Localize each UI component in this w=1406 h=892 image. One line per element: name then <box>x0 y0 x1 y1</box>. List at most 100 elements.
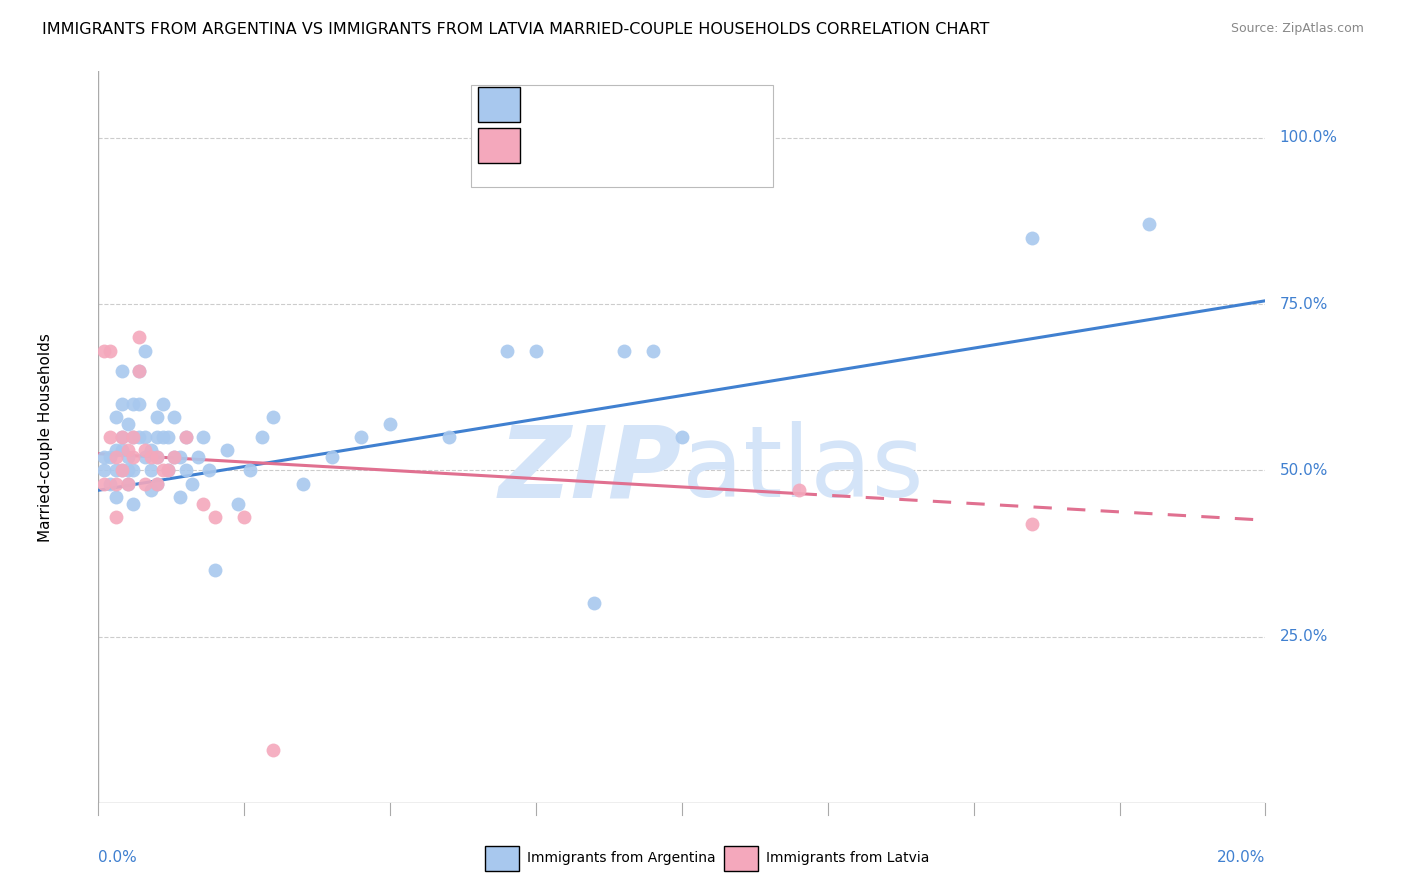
Point <box>291 476 314 491</box>
Point <box>111 363 134 377</box>
Point <box>128 430 150 444</box>
Point <box>641 343 664 358</box>
Point <box>104 476 127 491</box>
Point <box>671 430 693 444</box>
Point <box>134 430 156 444</box>
Point <box>169 450 191 464</box>
Point <box>180 476 202 491</box>
Point <box>1021 516 1043 531</box>
Point <box>134 443 156 458</box>
Point <box>152 430 174 444</box>
Text: 50.0%: 50.0% <box>1279 463 1327 478</box>
Point <box>1021 230 1043 244</box>
Point <box>98 343 121 358</box>
Point <box>93 343 115 358</box>
Point <box>134 450 156 464</box>
Point <box>111 430 134 444</box>
Point <box>111 397 134 411</box>
Text: IMMIGRANTS FROM ARGENTINA VS IMMIGRANTS FROM LATVIA MARRIED-COUPLE HOUSEHOLDS CO: IMMIGRANTS FROM ARGENTINA VS IMMIGRANTS … <box>42 22 990 37</box>
Point <box>117 450 139 464</box>
Point <box>139 450 162 464</box>
Point <box>122 450 145 464</box>
Text: atlas: atlas <box>682 422 924 518</box>
Text: ZIP: ZIP <box>499 422 682 518</box>
Point <box>134 476 156 491</box>
Point <box>98 476 121 491</box>
Point <box>169 490 191 504</box>
Text: 0.0%: 0.0% <box>98 850 138 865</box>
Point <box>111 463 134 477</box>
Point <box>122 497 145 511</box>
Point <box>128 363 150 377</box>
Point <box>93 476 115 491</box>
Point <box>146 410 169 425</box>
Point <box>104 443 127 458</box>
Point <box>187 450 209 464</box>
Point <box>193 430 215 444</box>
Point <box>128 397 150 411</box>
Point <box>262 410 284 425</box>
Text: Immigrants from Latvia: Immigrants from Latvia <box>766 851 929 865</box>
Point <box>98 450 121 464</box>
Point <box>104 490 127 504</box>
Point <box>139 463 162 477</box>
Point <box>233 509 256 524</box>
Point <box>117 417 139 431</box>
Point <box>250 430 273 444</box>
Point <box>152 397 174 411</box>
Point <box>104 509 127 524</box>
Point <box>93 450 115 464</box>
Point <box>157 430 180 444</box>
Point <box>437 430 460 444</box>
Point <box>139 483 162 498</box>
Point <box>111 443 134 458</box>
Point <box>612 343 634 358</box>
Point <box>321 450 343 464</box>
Point <box>117 476 139 491</box>
Text: R =  0.342   N = 67: R = 0.342 N = 67 <box>529 95 690 113</box>
Text: Source: ZipAtlas.com: Source: ZipAtlas.com <box>1230 22 1364 36</box>
Point <box>122 430 145 444</box>
Point <box>111 463 134 477</box>
Point <box>122 397 145 411</box>
Point <box>122 430 145 444</box>
Point <box>174 430 197 444</box>
Point <box>198 463 221 477</box>
Point <box>146 476 169 491</box>
Text: 20.0%: 20.0% <box>1218 850 1265 865</box>
Point <box>174 463 197 477</box>
Point <box>117 476 139 491</box>
Point <box>583 596 606 610</box>
Point <box>496 343 519 358</box>
Point <box>228 497 250 511</box>
Point <box>163 450 186 464</box>
Point <box>163 410 186 425</box>
Text: Immigrants from Argentina: Immigrants from Argentina <box>527 851 716 865</box>
Point <box>93 463 115 477</box>
Text: 100.0%: 100.0% <box>1279 130 1337 145</box>
Point <box>157 463 180 477</box>
Point <box>139 443 162 458</box>
Point <box>262 742 284 756</box>
Point <box>117 443 139 458</box>
Point <box>157 463 180 477</box>
Point <box>104 450 127 464</box>
Point <box>787 483 810 498</box>
Text: 75.0%: 75.0% <box>1279 297 1327 311</box>
Point <box>111 430 134 444</box>
Point <box>146 450 169 464</box>
Point <box>204 563 226 577</box>
Text: 25.0%: 25.0% <box>1279 629 1327 644</box>
Point <box>215 443 238 458</box>
Point <box>239 463 262 477</box>
Point <box>174 430 197 444</box>
Point <box>134 343 156 358</box>
Point <box>122 463 145 477</box>
Text: R = -0.137   N = 30: R = -0.137 N = 30 <box>529 136 692 154</box>
Text: Married-couple Households: Married-couple Households <box>38 333 53 541</box>
Point <box>146 450 169 464</box>
Point <box>146 476 169 491</box>
Point <box>128 363 150 377</box>
Point <box>98 430 121 444</box>
Point <box>204 509 226 524</box>
